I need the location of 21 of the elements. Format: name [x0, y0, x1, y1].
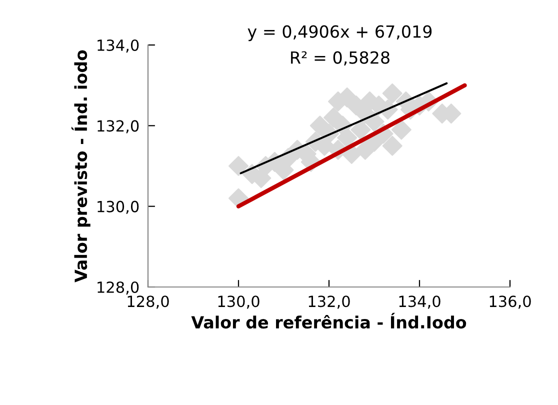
annotation: R² = 0,5828 — [291, 51, 390, 66]
x-axis-title: Valor de referência - Índ.Iodo — [191, 312, 466, 329]
y-tick-label: 132,0 — [98, 120, 139, 134]
y-axis-title: Valor previsto - Índ. iodo — [71, 50, 90, 282]
point — [228, 156, 249, 176]
point — [382, 83, 402, 104]
y-tick-label: 128,0 — [98, 281, 139, 295]
point — [391, 120, 412, 140]
point — [364, 112, 384, 132]
x-tick-label: 130,0 — [218, 296, 260, 309]
y-tick-label: 134,0 — [98, 39, 139, 53]
point — [350, 120, 371, 140]
point — [228, 188, 249, 208]
x-tick-label: 132,0 — [308, 296, 350, 309]
y-tick-label: 130,0 — [98, 200, 139, 214]
x-tick-label: 134,0 — [399, 296, 440, 309]
x-tick-label: 128,0 — [128, 296, 169, 309]
x-tick-label: 136,0 — [490, 296, 531, 309]
point — [337, 128, 358, 148]
point — [382, 136, 402, 156]
text: y = 0,4906x + 67,019 — [248, 25, 432, 42]
